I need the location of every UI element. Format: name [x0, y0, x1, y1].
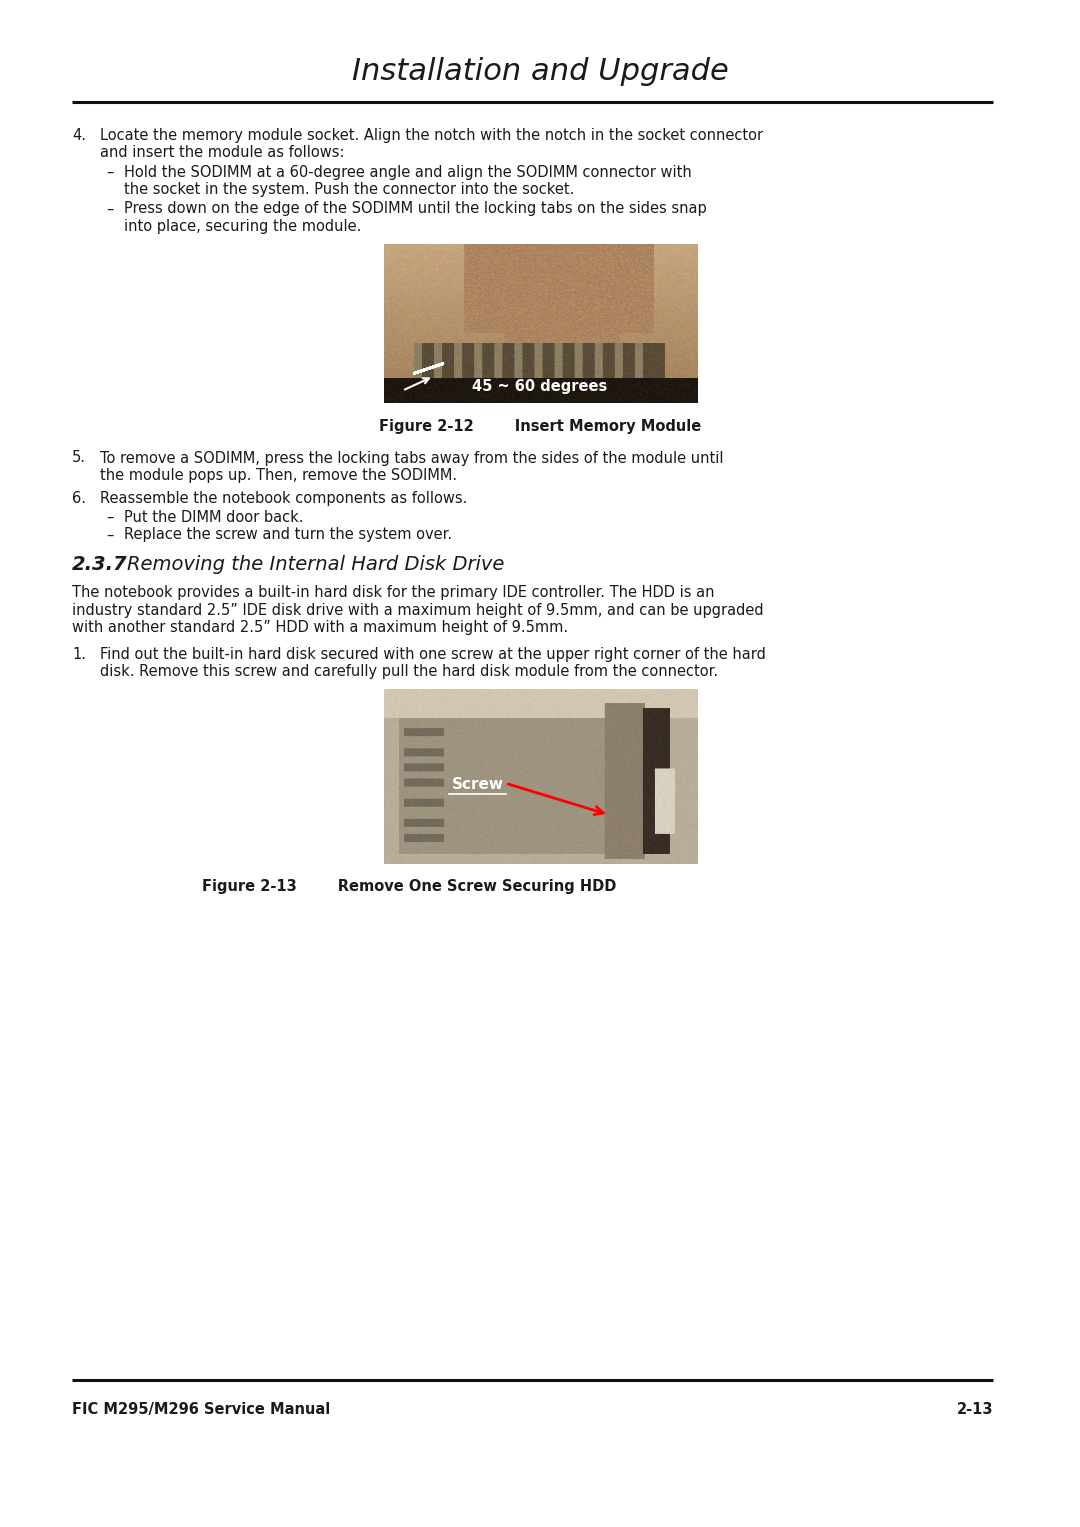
Text: Installation and Upgrade: Installation and Upgrade [352, 58, 728, 87]
Text: Figure 2-12        Insert Memory Module: Figure 2-12 Insert Memory Module [379, 418, 701, 434]
Text: industry standard 2.5” IDE disk drive with a maximum height of 9.5mm, and can be: industry standard 2.5” IDE disk drive wi… [72, 603, 764, 618]
Text: 5.: 5. [72, 450, 86, 466]
Text: Screw: Screw [451, 777, 503, 793]
Text: The notebook provides a built-in hard disk for the primary IDE controller. The H: The notebook provides a built-in hard di… [72, 585, 715, 600]
Text: 45 ~ 60 degrees: 45 ~ 60 degrees [472, 379, 608, 394]
Text: Find out the built-in hard disk secured with one screw at the upper right corner: Find out the built-in hard disk secured … [100, 647, 766, 661]
Text: Figure 2-13        Remove One Screw Securing HDD: Figure 2-13 Remove One Screw Securing HD… [202, 878, 617, 893]
Text: Press down on the edge of the SODIMM until the locking tabs on the sides snap: Press down on the edge of the SODIMM unt… [124, 202, 706, 217]
Text: 2-13: 2-13 [957, 1402, 993, 1417]
Text: with another standard 2.5” HDD with a maximum height of 9.5mm.: with another standard 2.5” HDD with a ma… [72, 620, 568, 635]
Text: 4.: 4. [72, 128, 86, 144]
Text: into place, securing the module.: into place, securing the module. [124, 218, 362, 234]
Text: FIC M295/M296 Service Manual: FIC M295/M296 Service Manual [72, 1402, 330, 1417]
Text: Removing the Internal Hard Disk Drive: Removing the Internal Hard Disk Drive [127, 556, 504, 574]
Text: 6.: 6. [72, 490, 86, 505]
Text: the socket in the system. Push the connector into the socket.: the socket in the system. Push the conne… [124, 182, 575, 197]
Text: –: – [106, 202, 113, 217]
Text: the module pops up. Then, remove the SODIMM.: the module pops up. Then, remove the SOD… [100, 467, 457, 483]
Text: Replace the screw and turn the system over.: Replace the screw and turn the system ov… [124, 527, 453, 542]
Text: Hold the SODIMM at a 60-degree angle and align the SODIMM connector with: Hold the SODIMM at a 60-degree angle and… [124, 165, 692, 180]
Text: Locate the memory module socket. Align the notch with the notch in the socket co: Locate the memory module socket. Align t… [100, 128, 764, 144]
Text: –: – [106, 527, 113, 542]
Text: Put the DIMM door back.: Put the DIMM door back. [124, 510, 303, 525]
Text: –: – [106, 165, 113, 180]
Text: –: – [106, 510, 113, 525]
Text: disk. Remove this screw and carefully pull the hard disk module from the connect: disk. Remove this screw and carefully pu… [100, 664, 718, 680]
Text: and insert the module as follows:: and insert the module as follows: [100, 145, 345, 160]
Text: 2.3.7: 2.3.7 [72, 556, 127, 574]
Text: To remove a SODIMM, press the locking tabs away from the sides of the module unt: To remove a SODIMM, press the locking ta… [100, 450, 724, 466]
Text: 1.: 1. [72, 647, 86, 661]
Text: Reassemble the notebook components as follows.: Reassemble the notebook components as fo… [100, 490, 468, 505]
